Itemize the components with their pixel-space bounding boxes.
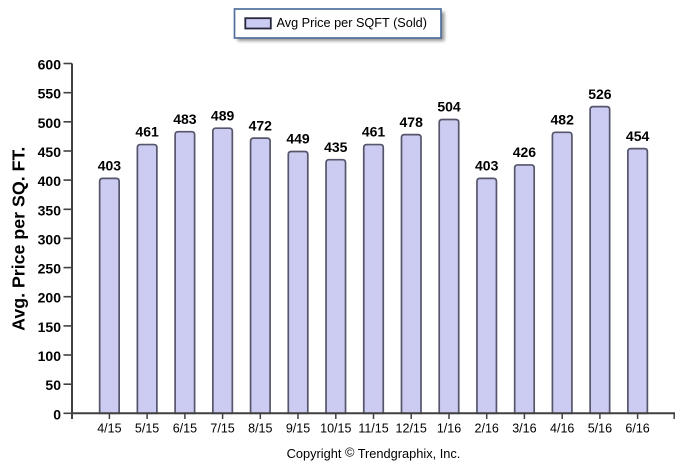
svg-text:426: 426 bbox=[513, 144, 537, 160]
svg-text:4/15: 4/15 bbox=[97, 421, 121, 435]
svg-text:Avg Price per SQFT (Sold): Avg Price per SQFT (Sold) bbox=[277, 16, 427, 30]
svg-text:250: 250 bbox=[38, 261, 62, 277]
svg-text:300: 300 bbox=[38, 231, 62, 247]
svg-text:600: 600 bbox=[38, 57, 62, 73]
svg-text:12/15: 12/15 bbox=[396, 421, 427, 435]
svg-text:550: 550 bbox=[38, 86, 62, 102]
svg-text:5/15: 5/15 bbox=[135, 421, 159, 435]
svg-text:403: 403 bbox=[98, 158, 122, 174]
svg-text:400: 400 bbox=[38, 173, 62, 189]
svg-text:4/16: 4/16 bbox=[550, 421, 574, 435]
svg-text:461: 461 bbox=[135, 124, 159, 140]
svg-text:6/15: 6/15 bbox=[173, 421, 197, 435]
svg-text:7/15: 7/15 bbox=[210, 421, 234, 435]
svg-text:150: 150 bbox=[38, 319, 62, 335]
svg-text:Copyright © Trendgraphix, Inc.: Copyright © Trendgraphix, Inc. bbox=[287, 444, 461, 461]
svg-text:449: 449 bbox=[286, 131, 310, 147]
svg-text:504: 504 bbox=[437, 99, 461, 115]
svg-text:461: 461 bbox=[362, 124, 386, 140]
svg-text:11/15: 11/15 bbox=[358, 421, 388, 435]
svg-text:482: 482 bbox=[551, 112, 575, 128]
svg-text:9/15: 9/15 bbox=[286, 421, 310, 435]
svg-text:526: 526 bbox=[588, 86, 612, 102]
svg-text:2/16: 2/16 bbox=[475, 421, 499, 435]
svg-text:500: 500 bbox=[38, 115, 62, 131]
svg-text:8/15: 8/15 bbox=[248, 421, 272, 435]
svg-text:200: 200 bbox=[38, 290, 62, 306]
svg-text:350: 350 bbox=[38, 202, 62, 218]
svg-text:50: 50 bbox=[45, 377, 61, 393]
svg-text:450: 450 bbox=[38, 144, 62, 160]
svg-text:478: 478 bbox=[400, 114, 424, 130]
svg-text:6/16: 6/16 bbox=[625, 421, 649, 435]
svg-text:10/15: 10/15 bbox=[320, 421, 351, 435]
svg-text:5/16: 5/16 bbox=[588, 421, 612, 435]
svg-text:489: 489 bbox=[211, 107, 235, 123]
svg-text:435: 435 bbox=[324, 139, 348, 155]
svg-text:483: 483 bbox=[173, 111, 197, 127]
svg-text:403: 403 bbox=[475, 158, 499, 174]
svg-text:1/16: 1/16 bbox=[437, 421, 461, 435]
svg-text:472: 472 bbox=[249, 117, 273, 133]
svg-text:0: 0 bbox=[53, 406, 61, 422]
svg-text:454: 454 bbox=[626, 128, 650, 144]
svg-text:100: 100 bbox=[38, 348, 62, 364]
svg-text:3/16: 3/16 bbox=[512, 421, 536, 435]
svg-text:Avg. Price per SQ. FT.: Avg. Price per SQ. FT. bbox=[9, 147, 29, 331]
